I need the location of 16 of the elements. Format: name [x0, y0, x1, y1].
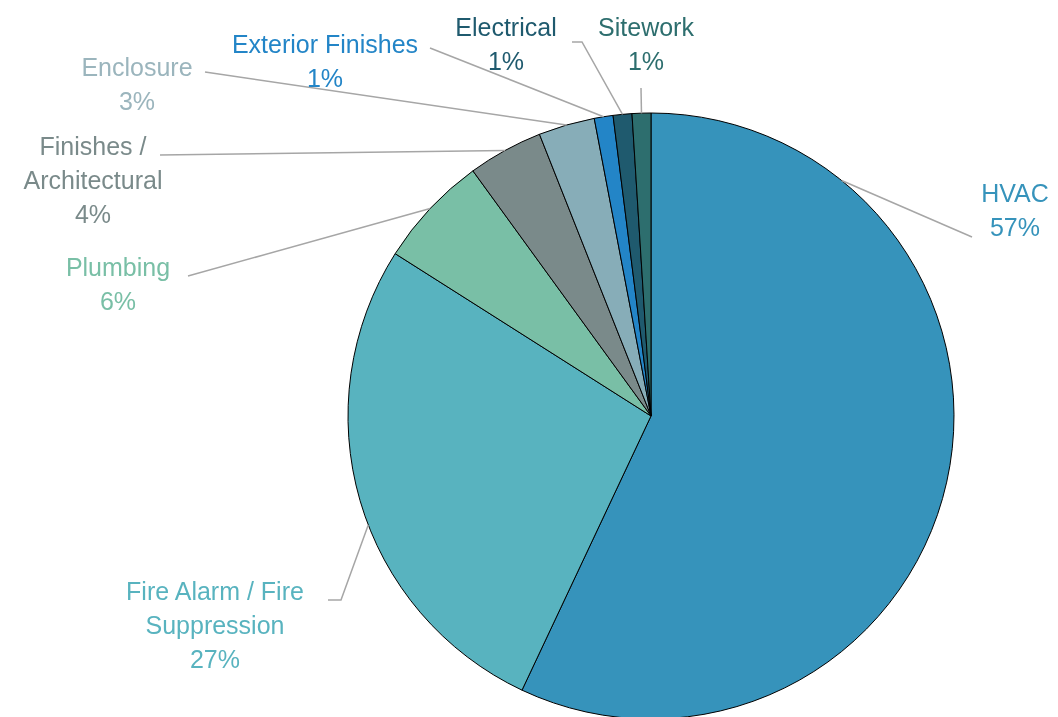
data-label: 1% [487, 47, 525, 75]
data-label: 1% [627, 47, 665, 75]
slice-label: Exterior Finishes [231, 30, 419, 58]
slice-label: Plumbing [65, 253, 171, 281]
data-label: 4% [74, 200, 112, 228]
data-label: 3% [118, 87, 156, 115]
slice-label: Finishes / Architectural [23, 132, 163, 194]
slice-label: HVAC [981, 179, 1049, 207]
slice-label: Sitework [598, 13, 695, 41]
slice-label: Electrical [455, 13, 557, 41]
slice-label: Enclosure [81, 53, 193, 81]
data-label: 57% [989, 213, 1041, 241]
data-label: 6% [99, 287, 137, 315]
data-label: 27% [189, 645, 241, 673]
data-label: 1% [306, 64, 344, 92]
slice-label: Fire Alarm / Fire Suppression [126, 577, 304, 639]
